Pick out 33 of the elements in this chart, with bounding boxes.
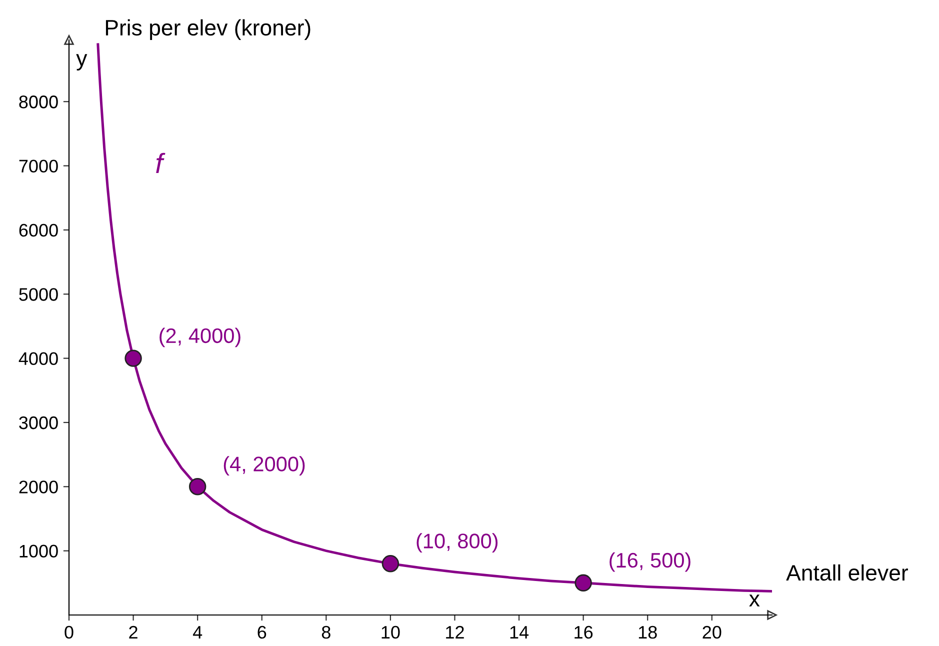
- x-tick-label: 10: [382, 626, 400, 639]
- line-series: [96, 43, 772, 593]
- data-label: (10, 800): [416, 533, 498, 553]
- series-label: f: [156, 152, 166, 173]
- point: [124, 350, 142, 367]
- y-tick-label: 3000: [19, 416, 58, 430]
- point: [574, 574, 592, 592]
- y-tick-label: 6000: [19, 224, 58, 237]
- x-axis-title: Antall elever: [786, 564, 908, 581]
- annotation: x: [749, 594, 760, 606]
- data-label: (2, 4000): [160, 328, 240, 348]
- x-tick-label: 0: [64, 626, 74, 639]
- x-tick-label: 16: [574, 626, 593, 639]
- y-tick-label: 4000: [18, 352, 58, 366]
- y-axis-title: Pris per elev (kroner): [106, 19, 310, 40]
- y-tick-label: 8000: [19, 96, 58, 108]
- y-tick-label: 2000: [19, 480, 58, 494]
- data-label: (16, 500): [610, 552, 690, 572]
- x-tick-label: 20: [702, 626, 722, 639]
- annotation: y: [76, 54, 88, 70]
- data-label: (4, 2000): [224, 456, 305, 476]
- y-tick-label: 1000: [20, 544, 58, 558]
- x-tick-label: 4: [192, 626, 202, 638]
- x-tick-label: 8: [322, 626, 330, 639]
- x-tick-label: 2: [129, 626, 138, 638]
- point: [382, 555, 400, 572]
- x-tick-label: 18: [638, 626, 657, 639]
- point: [188, 478, 206, 496]
- x-tick-label: 14: [510, 626, 529, 638]
- y-tick-label: 5000: [19, 288, 58, 301]
- x-tick-label: 12: [446, 626, 464, 638]
- x-tick-label: 6: [258, 626, 266, 639]
- y-tick-label: 7000: [19, 160, 58, 172]
